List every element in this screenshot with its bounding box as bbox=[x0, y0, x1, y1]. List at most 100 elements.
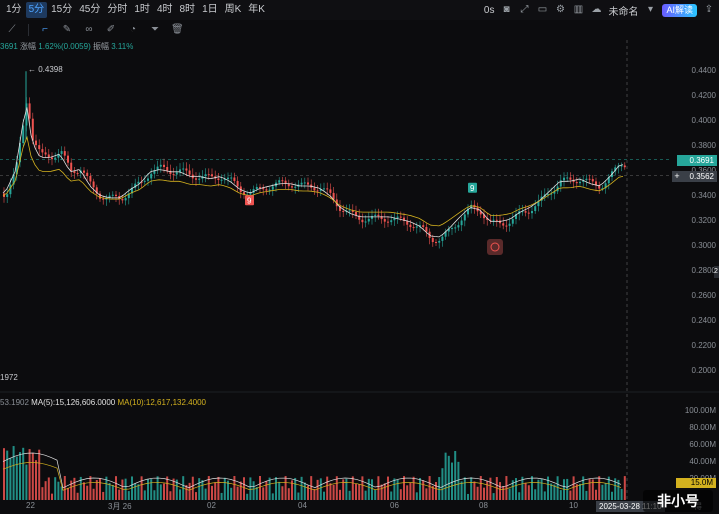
timeframe-toolbar: 1分 5分 15分 45分 分时 1时 4时 8时 1日 周K 年K 0s ◙ ⤢ ▭ ⚙ ▥ ☁ … bbox=[0, 0, 719, 20]
candle-body bbox=[54, 157, 57, 160]
timeframe-6[interactable]: 4时 bbox=[156, 4, 173, 15]
volume-bar bbox=[620, 488, 623, 500]
change-value: 1.62%(0.0059) bbox=[38, 42, 91, 51]
candle-body bbox=[271, 186, 274, 190]
candle-body bbox=[607, 177, 610, 184]
volume-bar bbox=[227, 480, 229, 500]
candle-body bbox=[579, 181, 581, 184]
volume-bar bbox=[339, 489, 341, 500]
timeframe-5[interactable]: 1时 bbox=[134, 4, 150, 15]
candle-body bbox=[204, 174, 207, 177]
candle-body bbox=[243, 192, 245, 195]
volume-bar bbox=[211, 485, 213, 500]
candle-body bbox=[598, 185, 601, 189]
candle-body bbox=[47, 154, 50, 158]
share-icon[interactable]: ⇪ bbox=[704, 4, 714, 15]
timeframe-2[interactable]: 15分 bbox=[51, 4, 73, 15]
candle-body bbox=[223, 179, 226, 181]
layout-name[interactable]: 未命名 bbox=[608, 6, 639, 18]
filter-icon[interactable]: ⏷ bbox=[151, 24, 159, 35]
candle-body bbox=[582, 180, 585, 182]
volume-bar bbox=[543, 491, 546, 500]
volume-bar bbox=[201, 480, 204, 500]
fullscreen-icon[interactable]: ⤢ bbox=[520, 4, 529, 15]
volume-bar bbox=[556, 476, 559, 500]
candle-body bbox=[339, 206, 341, 211]
volume-bar bbox=[524, 482, 527, 500]
high-value: 0.4398 bbox=[38, 65, 63, 74]
volume-bar bbox=[291, 480, 293, 500]
candle-body bbox=[447, 228, 450, 232]
split-icon[interactable]: ▭ bbox=[537, 4, 548, 15]
candle-body bbox=[553, 191, 556, 194]
camera-icon[interactable]: ◙ bbox=[503, 4, 510, 15]
price-tick: 0.3600 bbox=[692, 166, 716, 175]
volume-bar bbox=[99, 478, 101, 500]
candle-body bbox=[44, 152, 47, 155]
candle-body bbox=[489, 219, 492, 221]
volume-bar bbox=[527, 485, 530, 500]
timeframe-4[interactable]: 分时 bbox=[107, 4, 128, 15]
pen-icon[interactable]: ✎ bbox=[62, 24, 72, 35]
volume-bar bbox=[438, 477, 441, 500]
volume-bar bbox=[422, 480, 425, 500]
brush-icon[interactable]: ✐ bbox=[106, 24, 116, 35]
volume-bar bbox=[185, 485, 188, 500]
candle-body bbox=[281, 180, 284, 182]
template-icon[interactable]: ▥ bbox=[573, 4, 584, 15]
volume-bar bbox=[163, 483, 165, 500]
volume-bar bbox=[105, 476, 108, 500]
ai-analysis-button[interactable]: AI解读 bbox=[662, 3, 697, 17]
candle-body bbox=[319, 189, 322, 191]
volume-bar bbox=[563, 479, 565, 500]
chevron-down-icon[interactable]: ▾ bbox=[647, 4, 653, 15]
timeframe-1[interactable]: 5分 bbox=[25, 2, 48, 18]
gear-icon[interactable]: ⚙ bbox=[556, 4, 565, 15]
volume-bar bbox=[342, 479, 345, 500]
timeframe-0[interactable]: 1分 bbox=[6, 4, 22, 15]
candle-body bbox=[284, 180, 287, 184]
volume-bar bbox=[294, 477, 297, 500]
volume-bar bbox=[323, 491, 325, 500]
candle-body bbox=[463, 214, 466, 221]
candle-body bbox=[537, 200, 540, 207]
cloud-icon[interactable]: ☁ bbox=[591, 4, 602, 15]
volume-bar bbox=[108, 482, 111, 500]
candlestick-chart[interactable]: 99 bbox=[0, 40, 719, 500]
volume-bar bbox=[329, 483, 332, 500]
price-tick: 0.3200 bbox=[691, 216, 716, 225]
volume-bar bbox=[441, 468, 444, 500]
candle-body bbox=[92, 181, 95, 188]
candle-body bbox=[438, 240, 441, 243]
volume-bar bbox=[399, 489, 402, 500]
candle-body bbox=[185, 168, 188, 171]
volume-bar bbox=[73, 477, 76, 500]
volume-bar bbox=[444, 452, 447, 500]
price-tick: 0.3800 bbox=[691, 141, 716, 150]
volume-bar bbox=[12, 446, 15, 500]
volume-bar bbox=[255, 487, 258, 500]
volume-bar bbox=[89, 476, 92, 500]
candle-body bbox=[131, 187, 133, 194]
shape-icon[interactable]: ◔ bbox=[129, 24, 137, 35]
candle-body bbox=[435, 242, 437, 244]
add-alert-icon[interactable]: + bbox=[672, 171, 682, 182]
candle-body bbox=[70, 162, 73, 172]
crosshair-tool-icon[interactable]: ⌐ bbox=[42, 24, 48, 35]
candle-body bbox=[9, 184, 12, 195]
candle-body bbox=[303, 182, 306, 184]
candle-body bbox=[422, 225, 425, 227]
timeframe-3[interactable]: 45分 bbox=[79, 4, 101, 15]
candle-body bbox=[140, 181, 143, 183]
volume-bar bbox=[137, 484, 140, 500]
timeframe-7[interactable]: 8时 bbox=[179, 4, 196, 15]
timeframe-8[interactable]: 1日 bbox=[202, 4, 218, 15]
timeframe-9[interactable]: 周K bbox=[224, 4, 242, 15]
candle-body bbox=[287, 183, 290, 187]
volume-bar bbox=[118, 489, 121, 500]
trash-icon[interactable]: 🗑 bbox=[171, 24, 184, 35]
volume-bar bbox=[28, 449, 31, 500]
link-icon[interactable]: ∞ bbox=[85, 24, 93, 35]
line-tool-icon[interactable]: ⟋ bbox=[8, 24, 16, 35]
timeframe-10[interactable]: 年K bbox=[248, 4, 265, 15]
